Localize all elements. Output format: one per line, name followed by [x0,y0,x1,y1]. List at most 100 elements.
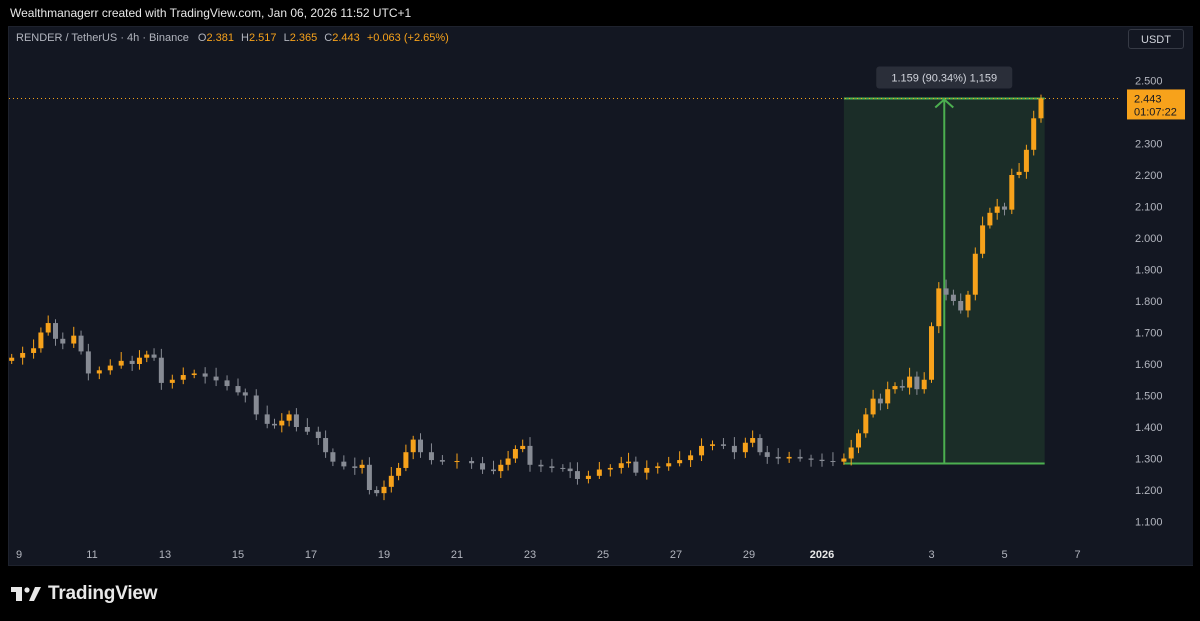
candle [870,389,876,418]
candle-body [567,468,573,472]
candle [863,408,869,438]
candle [585,470,591,484]
candle-countdown: 01:07:22 [1134,106,1177,118]
candle [764,445,770,464]
time-tick-label: 17 [305,549,317,561]
candle-body [20,352,26,358]
chart-author-header: Wealthmanagerr created with TradingView.… [10,6,412,20]
candle [242,388,248,403]
candle-body [848,447,854,459]
price-tick-label: 1.900 [1135,265,1163,277]
candle-body [264,414,270,424]
candle-body [943,288,949,295]
time-tick-label: 25 [597,549,609,561]
candle-body [666,463,672,467]
candle-body [253,395,259,415]
close-value: 2.443 [332,32,360,44]
candle [323,430,329,458]
low-label: L [283,32,290,44]
candle-body [381,486,387,494]
candle [877,393,883,411]
candle [797,449,803,462]
candle-body [585,475,591,479]
candle-body [936,288,942,327]
candle-body [797,456,803,459]
candle [381,480,387,501]
candle-body [242,392,248,396]
candle [899,379,905,391]
candle-body [45,323,51,333]
candle [856,429,861,454]
candle-body [480,463,486,470]
close-label: C [324,32,333,44]
currency-button[interactable]: USDT [1128,29,1184,49]
candle-body [202,373,208,377]
candle-body [596,469,602,476]
candle [914,371,920,395]
candle [848,439,854,466]
time-tick-label: 21 [451,549,463,561]
candle [31,339,37,359]
candle-body [60,338,66,344]
price-tick-label: 1.100 [1135,517,1163,529]
candle [666,456,672,471]
candle [213,367,219,387]
candle-body [38,332,44,349]
candle-body [574,471,580,479]
candle [596,461,602,479]
candle-body [136,357,142,364]
symbol-name: RENDER / TetherUS · 4h · Binance [16,32,189,44]
candle [819,453,825,467]
candle-body [560,467,566,469]
candle [633,456,639,476]
time-axis[interactable]: 9 11 13 15 17 19 21 23 25 27 29 2026 3 5 7 [16,549,1081,561]
candle-body [958,301,964,311]
candle-body [877,398,883,404]
candle [841,453,847,465]
candle-body [78,335,84,352]
candle-body [830,461,836,463]
candle [987,207,993,229]
candle [388,467,394,493]
candle [1023,144,1029,179]
candle [20,346,26,365]
candle-body [644,467,650,473]
time-tick-label: 27 [670,549,682,561]
candle-body [921,379,927,390]
candle [264,405,270,429]
candle-body [374,490,380,494]
candle-body [863,414,869,434]
candle [60,332,66,350]
candle-body [293,414,299,427]
price-axis[interactable]: 2.5002.4002.3002.2002.1002.0001.9001.800… [1118,27,1193,565]
candle-body [750,438,756,443]
footer-brand: TradingView [10,583,158,605]
candle-body [169,379,175,383]
candle-body [224,380,230,387]
candle-body [129,360,135,364]
measure-label: 1.159 (90.34%) 1,159 [876,66,1013,89]
candle [512,445,518,463]
candle [144,350,150,363]
candle [655,462,661,474]
time-tick-label: 15 [232,549,244,561]
measure-tool[interactable] [843,97,1045,465]
candle-body [549,466,555,468]
candle-body [950,294,956,301]
candle [279,413,285,433]
candle-body [107,365,113,371]
candle-body [96,370,102,374]
candle-body [972,253,978,295]
candle-body [235,386,241,393]
candle [224,375,230,391]
candle [520,439,526,453]
candle [958,293,964,314]
candle-body [418,439,423,453]
candle [374,486,380,497]
candle-body [965,294,971,311]
candle [129,355,135,371]
candle [1016,163,1022,179]
tradingview-wordmark: TradingView [48,583,158,604]
